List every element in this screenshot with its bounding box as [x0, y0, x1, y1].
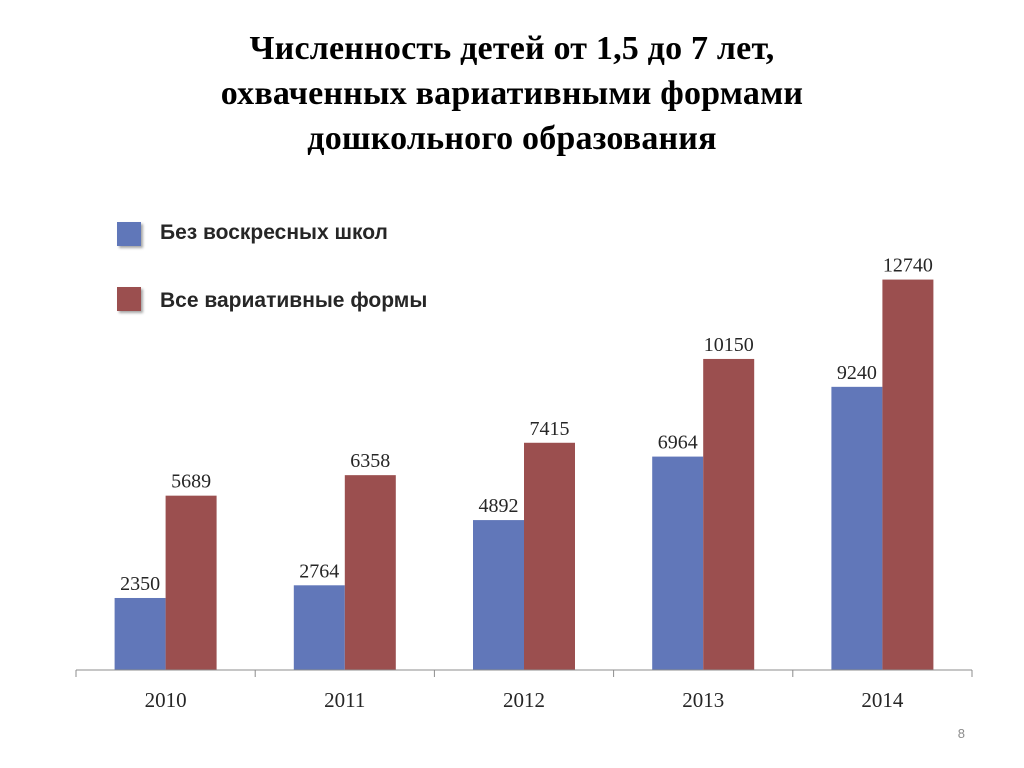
legend-swatch-series-1	[117, 222, 141, 246]
chart-legend: Без воскресных школ Все вариативные форм…	[117, 221, 427, 312]
data-label-series-1-2014: 9240	[837, 362, 877, 384]
bar-series-2-2014	[882, 279, 934, 670]
data-label-series-2-2012: 7415	[530, 418, 570, 440]
slide-title-line-1: Численность детей от 1,5 до 7 лет,	[249, 30, 775, 67]
x-tick-label-2013: 2013	[682, 688, 724, 712]
legend-item-series-2: Все вариативные формы	[117, 287, 427, 312]
data-label-series-2-2013: 10150	[704, 334, 754, 356]
bar-series-2-2012	[524, 442, 575, 670]
legend-label-series-2: Все вариативные формы	[160, 289, 427, 312]
data-label-series-1-2012: 4892	[479, 495, 519, 517]
x-tick-label-2010: 2010	[145, 688, 187, 712]
slide-title: Численность детей от 1,5 до 7 лет, охвач…	[112, 26, 912, 161]
data-label-series-1-2011: 2764	[299, 560, 339, 582]
x-tick-label-2014: 2014	[861, 688, 904, 712]
slide-title-line-3: дошкольного образования	[307, 120, 717, 157]
bar-series-1-2010	[114, 597, 166, 670]
page-number: 8	[957, 726, 965, 741]
bar-series-2-2013	[703, 358, 755, 670]
legend-item-series-1: Без воскресных школ	[117, 221, 388, 246]
plot-area: 2350 5689 2764 6358 4892 7415 6964 10150 9240 127…	[75, 255, 973, 712]
legend-swatch-series-2	[117, 287, 141, 311]
bar-series-2-2011	[344, 475, 396, 670]
bar-series-1-2014	[831, 386, 883, 670]
data-label-series-1-2013: 6964	[658, 432, 698, 454]
data-label-series-2-2010: 5689	[171, 471, 211, 493]
bar-series-1-2013	[652, 456, 704, 670]
x-tick-label-2012: 2012	[503, 688, 545, 712]
bar-series-1-2011	[293, 585, 345, 670]
bar-series-1-2012	[473, 520, 524, 670]
data-label-series-2-2011: 6358	[350, 450, 390, 472]
data-label-series-2-2014: 12740	[883, 255, 933, 277]
x-tick-label-2011: 2011	[324, 688, 365, 712]
legend-label-series-1: Без воскресных школ	[160, 221, 388, 244]
bar-series-2-2010	[165, 495, 217, 670]
slide-title-line-2: охваченных вариативными формами	[220, 75, 804, 112]
data-label-series-1-2010: 2350	[120, 573, 160, 595]
